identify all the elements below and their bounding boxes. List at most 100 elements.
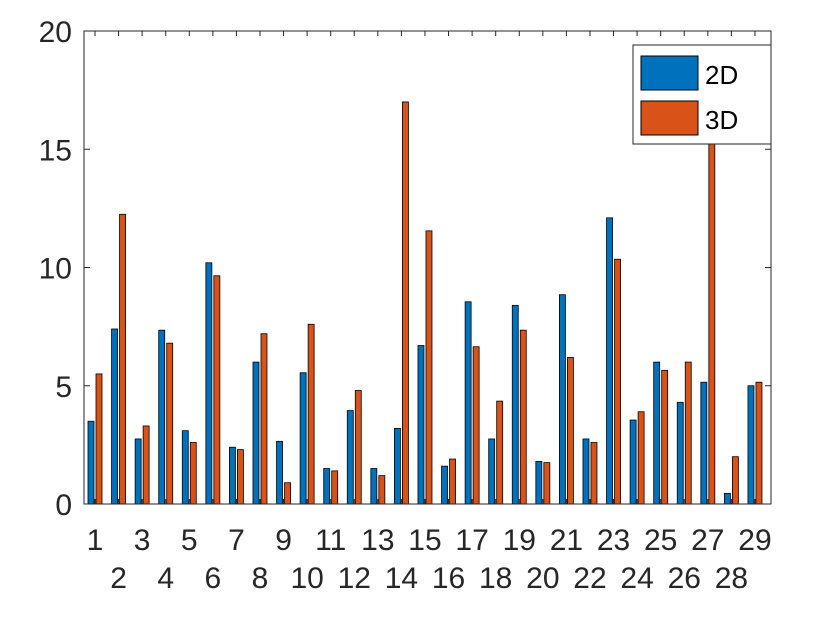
bar-2d-26	[676, 401, 684, 505]
x-tick-label: 23	[597, 524, 630, 557]
bar-2d-11	[323, 468, 331, 505]
bar-3d-25	[661, 369, 669, 505]
legend-swatch-3d	[640, 100, 699, 136]
bar-3d-8	[260, 333, 268, 505]
x-tick-label: 13	[361, 524, 394, 557]
x-tick-label: 2	[110, 562, 127, 595]
bar-3d-21	[567, 356, 574, 505]
bar-3d-1	[95, 373, 103, 505]
bar-3d-29	[755, 381, 763, 505]
bar-2d-28	[723, 492, 731, 505]
bar-2d-23	[606, 217, 613, 505]
x-tick-label: 22	[573, 562, 606, 595]
tick-labels-layer: 0510152012345678910111213141516171819202…	[39, 16, 772, 595]
bar-3d-10	[307, 323, 315, 505]
bar-3d-23	[614, 258, 621, 505]
bar-2d-27	[700, 381, 708, 505]
x-tick-label: 3	[134, 524, 151, 557]
x-tick-label: 15	[408, 524, 441, 557]
bar-3d-20	[543, 462, 551, 505]
bar-2d-20	[535, 461, 543, 505]
bar-2d-14	[394, 427, 401, 505]
bar-3d-14	[402, 101, 409, 505]
legend-label-3d: 3D	[705, 105, 738, 135]
bar-3d-5	[189, 442, 197, 505]
bar-3d-9	[284, 482, 291, 505]
bar-2d-24	[629, 419, 637, 505]
y-tick-label: 0	[55, 489, 72, 522]
bar-3d-24	[637, 411, 645, 505]
bar-2d-7	[229, 446, 236, 505]
bar-3d-15	[425, 230, 433, 505]
legend-label-2d: 2D	[705, 60, 738, 90]
bar-2d-29	[747, 385, 755, 505]
bar-2d-17	[464, 301, 472, 505]
bar-2d-15	[417, 345, 425, 505]
x-tick-label: 12	[338, 562, 371, 595]
x-tick-label: 28	[715, 562, 748, 595]
x-tick-label: 8	[252, 562, 269, 595]
x-tick-label: 6	[205, 562, 222, 595]
x-tick-label: 5	[181, 524, 198, 557]
bar-2d-19	[511, 304, 519, 505]
x-tick-label: 29	[738, 524, 771, 557]
bar-3d-28	[731, 456, 739, 505]
bar-3d-6	[213, 275, 221, 505]
bar-2d-21	[559, 294, 566, 505]
bar-3d-26	[684, 361, 692, 505]
bar-3d-18	[496, 400, 504, 505]
bar-3d-12	[354, 390, 362, 505]
bar-3d-27	[708, 137, 716, 505]
bar-3d-17	[472, 346, 480, 505]
bar-3d-4	[166, 342, 174, 505]
bar-3d-22	[590, 442, 598, 505]
x-tick-label: 21	[550, 524, 583, 557]
x-tick-label: 11	[315, 524, 346, 557]
legend-swatch-2d	[640, 55, 699, 91]
bar-3d-3	[142, 425, 150, 505]
y-tick-label: 5	[55, 371, 72, 404]
bar-3d-13	[378, 475, 386, 505]
bar-2d-1	[87, 420, 95, 505]
y-tick-label: 20	[39, 16, 72, 49]
bar-2d-4	[158, 329, 166, 505]
x-tick-label: 17	[455, 524, 488, 557]
x-tick-label: 19	[503, 524, 536, 557]
x-tick-label: 18	[479, 562, 512, 595]
bar-3d-19	[519, 329, 527, 505]
bar-2d-22	[582, 438, 590, 505]
x-tick-label: 9	[275, 524, 292, 557]
axes-layer	[83, 30, 772, 505]
bar-2d-18	[488, 438, 496, 505]
x-tick-label: 1	[87, 524, 104, 557]
bar-2d-5	[181, 430, 189, 505]
bar-2d-12	[346, 410, 354, 505]
bars-layer	[87, 101, 763, 505]
bar-3d-16	[449, 458, 456, 505]
x-tick-label: 20	[526, 562, 559, 595]
x-tick-label: 27	[691, 524, 724, 557]
legend: 2D 3D	[632, 44, 772, 145]
x-tick-label: 14	[385, 562, 418, 595]
x-tick-label: 10	[290, 562, 323, 595]
bar-3d-7	[237, 449, 244, 505]
x-tick-label: 4	[157, 562, 174, 595]
y-tick-label: 15	[39, 134, 72, 167]
bar-2d-10	[299, 372, 307, 505]
bar-3d-2	[119, 213, 126, 505]
bar-2d-3	[134, 438, 142, 505]
bar-2d-16	[441, 465, 448, 505]
y-tick-label: 10	[39, 253, 72, 286]
x-tick-label: 7	[228, 524, 245, 557]
x-tick-label: 24	[620, 562, 653, 595]
bar-3d-11	[331, 470, 339, 505]
bar-2d-6	[205, 262, 213, 505]
bar-2d-8	[252, 361, 260, 505]
bar-2d-13	[370, 468, 378, 505]
x-tick-label: 26	[668, 562, 701, 595]
bar-2d-2	[111, 328, 118, 505]
x-tick-label: 25	[644, 524, 677, 557]
bar-2d-9	[276, 440, 283, 505]
bar-2d-25	[653, 361, 661, 505]
